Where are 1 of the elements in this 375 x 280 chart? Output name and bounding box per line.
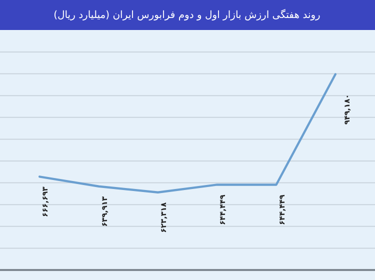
chart-title: روند هفتگی ارزش بازار اول و دوم فرابورس ایران (میلیارد ریال)	[54, 9, 321, 21]
